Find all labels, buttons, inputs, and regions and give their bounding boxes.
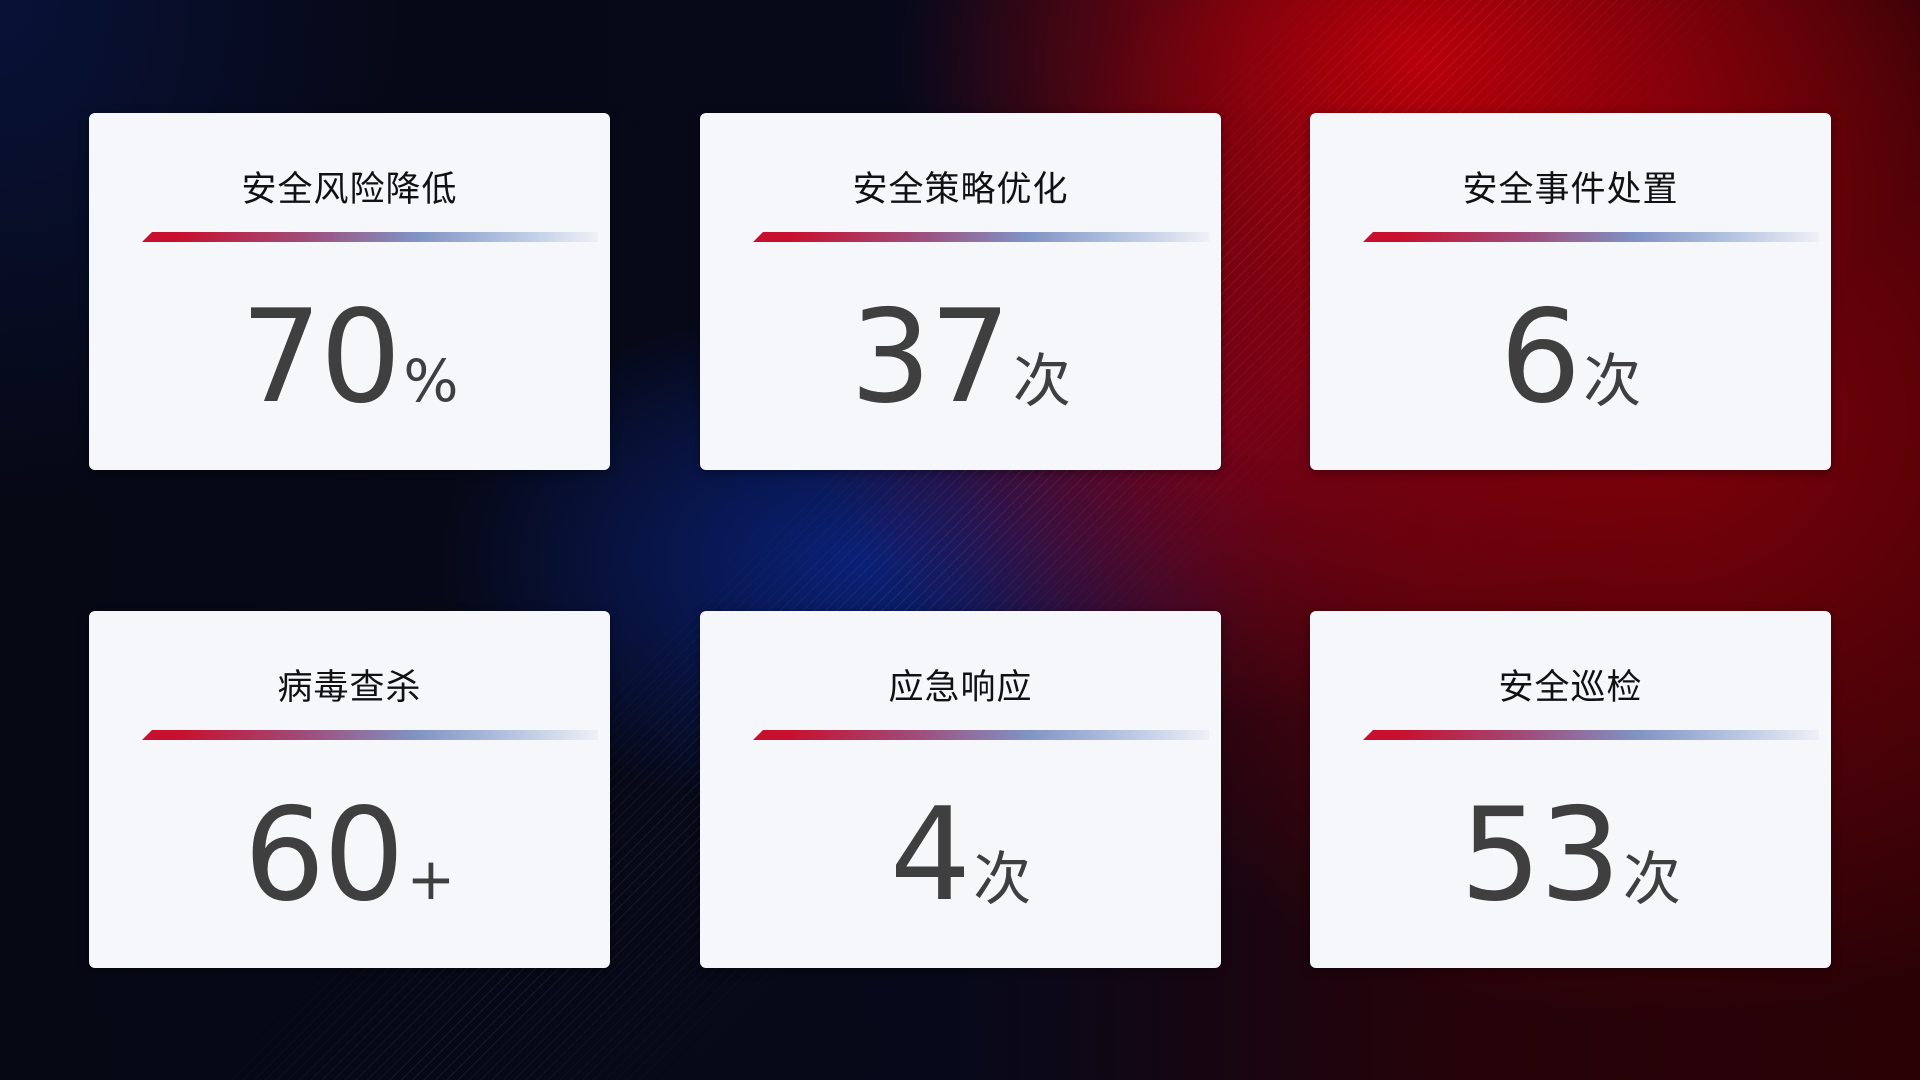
- stat-card-incident-handling: 安全事件处置 6次: [1310, 113, 1831, 470]
- gradient-divider: [753, 232, 1209, 242]
- card-title: 安全策略优化: [852, 170, 1069, 210]
- card-value: 37次: [700, 283, 1221, 432]
- stat-card-security-inspection: 安全巡检 53次: [1310, 611, 1831, 968]
- value-unit: 次: [1622, 845, 1681, 913]
- value-number: 4: [889, 781, 971, 930]
- card-title: 安全风险降低: [241, 170, 458, 210]
- value-number: 6: [1499, 283, 1581, 432]
- stat-card-emergency-response: 应急响应 4次: [700, 611, 1221, 968]
- stat-card-policy-optimization: 安全策略优化 37次: [700, 113, 1221, 470]
- card-value: 60+: [89, 781, 610, 930]
- value-number: 53: [1460, 781, 1621, 930]
- gradient-divider: [1363, 232, 1819, 242]
- gradient-divider: [1363, 730, 1819, 740]
- card-value: 6次: [1310, 283, 1831, 432]
- value-number: 70: [240, 283, 402, 432]
- value-unit: +: [406, 845, 456, 913]
- card-title: 安全巡检: [1498, 668, 1643, 708]
- stat-card-risk-reduction: 安全风险降低 70%: [89, 113, 610, 470]
- value-unit: %: [403, 347, 459, 415]
- card-title: 安全事件处置: [1462, 170, 1679, 210]
- value-unit: 次: [1583, 347, 1642, 415]
- gradient-divider: [753, 730, 1209, 740]
- card-value: 53次: [1310, 781, 1831, 930]
- card-value: 4次: [700, 781, 1221, 930]
- card-value: 70%: [89, 283, 610, 432]
- value-unit: 次: [1012, 347, 1071, 415]
- stat-card-virus-removal: 病毒查杀 60+: [89, 611, 610, 968]
- value-number: 60: [243, 781, 405, 930]
- gradient-divider: [142, 730, 598, 740]
- card-title: 病毒查杀: [277, 668, 422, 708]
- value-unit: 次: [973, 845, 1032, 913]
- gradient-divider: [142, 232, 598, 242]
- card-title: 应急响应: [888, 668, 1033, 708]
- value-number: 37: [850, 283, 1011, 432]
